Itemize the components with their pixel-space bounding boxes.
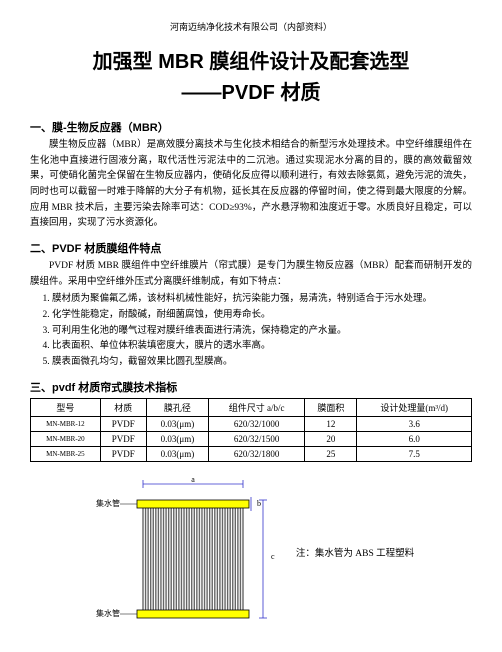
cell: 0.03(μm) xyxy=(146,431,208,446)
list-item: 化学性能稳定，耐酸碱，耐细菌腐蚀，使用寿命长。 xyxy=(52,308,472,324)
cell: MN-MBR-12 xyxy=(31,416,101,431)
list-item: 膜表面微孔均匀，截留效果比圆孔型膜高。 xyxy=(52,355,472,371)
section1-heading: 一、膜-生物反应器（MBR） xyxy=(30,119,472,135)
cell: MN-MBR-20 xyxy=(31,431,101,446)
cell: 7.5 xyxy=(357,446,472,461)
membrane-svg: abc集水管集水管 xyxy=(88,472,288,632)
cell: 620/32/1000 xyxy=(209,416,305,431)
cell: 620/32/1800 xyxy=(209,446,305,461)
section2-list: 膜材质为聚偏氟乙烯，该材料机械性能好，抗污染能力强，易清洗，特别适合于污水处理。… xyxy=(30,292,472,370)
list-item: 膜材质为聚偏氟乙烯，该材料机械性能好，抗污染能力强，易清洗，特别适合于污水处理。 xyxy=(52,292,472,308)
diagram-note: 注：集水管为 ABS 工程塑料 xyxy=(296,545,414,559)
cell: PVDF xyxy=(100,416,146,431)
main-title-line2: ——PVDF 材质 xyxy=(30,76,472,105)
company-header: 河南迈纳净化技术有限公司（内部资料） xyxy=(30,20,472,33)
svg-text:c: c xyxy=(271,552,275,561)
col-pore: 膜孔径 xyxy=(146,398,208,416)
svg-text:集水管: 集水管 xyxy=(96,608,120,618)
cell: 3.6 xyxy=(357,416,472,431)
cell: 620/32/1500 xyxy=(209,431,305,446)
col-model: 型号 xyxy=(31,398,101,416)
cell: 0.03(μm) xyxy=(146,446,208,461)
main-title-line1: 加强型 MBR 膜组件设计及配套选型 xyxy=(30,45,472,74)
col-material: 材质 xyxy=(100,398,146,416)
svg-text:集水管: 集水管 xyxy=(96,498,120,508)
cell: 20 xyxy=(305,431,357,446)
cell: PVDF xyxy=(100,446,146,461)
table-row: MN-MBR-25 PVDF 0.03(μm) 620/32/1800 25 7… xyxy=(31,446,472,461)
cell: 0.03(μm) xyxy=(146,416,208,431)
col-size: 组件尺寸 a/b/c xyxy=(209,398,305,416)
spec-table: 型号 材质 膜孔径 组件尺寸 a/b/c 膜面积 设计处理量(m³/d) MN-… xyxy=(30,398,472,462)
table-row: MN-MBR-20 PVDF 0.03(μm) 620/32/1500 20 6… xyxy=(31,431,472,446)
section2-intro: PVDF 材质 MBR 膜组件中空纤维膜片（帘式膜）是专门为膜生物反应器（MBR… xyxy=(30,259,472,290)
table-row: MN-MBR-12 PVDF 0.03(μm) 620/32/1000 12 3… xyxy=(31,416,472,431)
col-area: 膜面积 xyxy=(305,398,357,416)
svg-text:a: a xyxy=(191,475,195,484)
cell: 12 xyxy=(305,416,357,431)
section2-heading: 二、PVDF 材质膜组件特点 xyxy=(30,240,472,256)
list-item: 可利用生化池的曝气过程对膜纤维表面进行清洗，保持稳定的产水量。 xyxy=(52,324,472,340)
membrane-diagram-wrap: abc集水管集水管 注：集水管为 ABS 工程塑料 xyxy=(30,472,472,632)
section3-heading: 三、pvdf 材质帘式膜技术指标 xyxy=(30,379,472,395)
col-capacity: 设计处理量(m³/d) xyxy=(357,398,472,416)
section1-body: 膜生物反应器（MBR）是高效膜分离技术与生化技术相结合的新型污水处理技术。中空纤… xyxy=(30,138,472,232)
cell: PVDF xyxy=(100,431,146,446)
cell: MN-MBR-25 xyxy=(31,446,101,461)
table-header-row: 型号 材质 膜孔径 组件尺寸 a/b/c 膜面积 设计处理量(m³/d) xyxy=(31,398,472,416)
cell: 6.0 xyxy=(357,431,472,446)
cell: 25 xyxy=(305,446,357,461)
list-item: 比表面积、单位体积装填密度大，膜片的透水率高。 xyxy=(52,339,472,355)
membrane-diagram: abc集水管集水管 xyxy=(88,472,288,632)
